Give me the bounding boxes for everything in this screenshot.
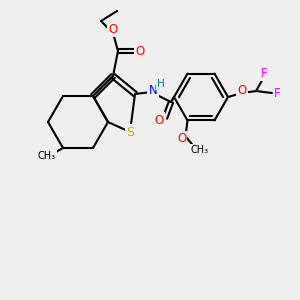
Text: CH₃: CH₃ bbox=[38, 151, 56, 161]
Text: O: O bbox=[177, 132, 186, 145]
Text: F: F bbox=[274, 86, 280, 100]
Text: CH₃: CH₃ bbox=[190, 146, 208, 155]
Text: F: F bbox=[261, 67, 267, 80]
Text: N: N bbox=[148, 83, 158, 97]
Text: O: O bbox=[135, 44, 145, 58]
Text: O: O bbox=[237, 83, 247, 97]
Text: O: O bbox=[108, 22, 118, 35]
Text: S: S bbox=[126, 125, 134, 139]
Text: O: O bbox=[154, 113, 164, 127]
Text: H: H bbox=[157, 79, 165, 89]
